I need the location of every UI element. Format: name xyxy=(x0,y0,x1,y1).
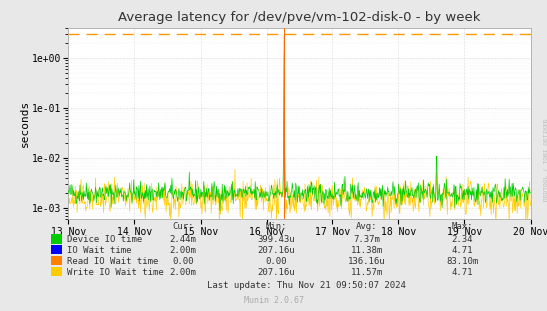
Text: 83.10m: 83.10m xyxy=(446,257,478,266)
Text: Munin 2.0.67: Munin 2.0.67 xyxy=(243,296,304,304)
Text: IO Wait time: IO Wait time xyxy=(67,246,131,255)
Text: 4.71: 4.71 xyxy=(451,268,473,276)
Text: 207.16u: 207.16u xyxy=(258,246,295,255)
Text: 4.71: 4.71 xyxy=(451,246,473,255)
Text: Read IO Wait time: Read IO Wait time xyxy=(67,257,158,266)
Text: Min:: Min: xyxy=(265,221,287,230)
Text: 136.16u: 136.16u xyxy=(348,257,385,266)
Text: 207.16u: 207.16u xyxy=(258,268,295,276)
Text: 11.38m: 11.38m xyxy=(351,246,382,255)
Text: Avg:: Avg: xyxy=(356,221,377,230)
Text: Device IO time: Device IO time xyxy=(67,235,142,244)
Text: 399.43u: 399.43u xyxy=(258,235,295,244)
Text: Write IO Wait time: Write IO Wait time xyxy=(67,268,164,276)
Y-axis label: seconds: seconds xyxy=(20,100,30,147)
Text: 2.00m: 2.00m xyxy=(170,246,197,255)
Text: 7.37m: 7.37m xyxy=(353,235,380,244)
Text: Max:: Max: xyxy=(451,221,473,230)
Text: 0.00: 0.00 xyxy=(172,257,194,266)
Text: 0.00: 0.00 xyxy=(265,257,287,266)
Text: RRDTOOL / TOBI OETIKER: RRDTOOL / TOBI OETIKER xyxy=(543,118,547,201)
Title: Average latency for /dev/pve/vm-102-disk-0 - by week: Average latency for /dev/pve/vm-102-disk… xyxy=(118,11,481,24)
Text: 2.00m: 2.00m xyxy=(170,268,197,276)
Text: Last update: Thu Nov 21 09:50:07 2024: Last update: Thu Nov 21 09:50:07 2024 xyxy=(207,281,406,290)
Text: 11.57m: 11.57m xyxy=(351,268,382,276)
Text: 2.44m: 2.44m xyxy=(170,235,197,244)
Text: Cur:: Cur: xyxy=(172,221,194,230)
Text: 2.34: 2.34 xyxy=(451,235,473,244)
